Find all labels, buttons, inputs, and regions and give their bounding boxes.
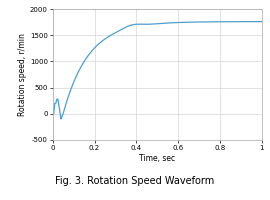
- X-axis label: Time, sec: Time, sec: [139, 154, 175, 163]
- Y-axis label: Rotation speed, r/min: Rotation speed, r/min: [18, 33, 27, 116]
- Text: Fig. 3. Rotation Speed Waveform: Fig. 3. Rotation Speed Waveform: [55, 176, 215, 186]
